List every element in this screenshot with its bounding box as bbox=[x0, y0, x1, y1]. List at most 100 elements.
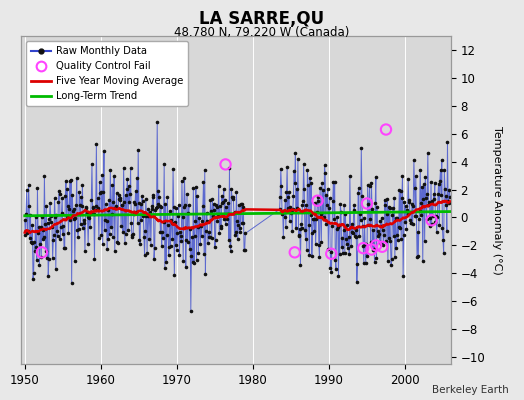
Point bbox=[30, 239, 38, 245]
Point bbox=[335, 222, 343, 228]
Point bbox=[419, 195, 428, 202]
Point bbox=[294, 232, 303, 238]
Point bbox=[364, 201, 373, 208]
Point bbox=[337, 209, 345, 216]
Point bbox=[53, 233, 62, 239]
Point bbox=[59, 231, 67, 238]
Point bbox=[183, 239, 192, 246]
Point bbox=[388, 256, 396, 262]
Point bbox=[276, 194, 285, 200]
Point bbox=[238, 220, 246, 226]
Point bbox=[206, 196, 215, 203]
Point bbox=[318, 180, 326, 187]
Point bbox=[392, 245, 400, 252]
Point bbox=[356, 216, 365, 223]
Point bbox=[293, 205, 301, 211]
Point bbox=[56, 190, 64, 197]
Point bbox=[312, 216, 321, 222]
Point bbox=[413, 254, 421, 260]
Point bbox=[31, 213, 40, 220]
Point bbox=[153, 119, 161, 125]
Point bbox=[114, 240, 122, 246]
Point bbox=[178, 178, 186, 184]
Point bbox=[393, 215, 401, 221]
Point bbox=[284, 194, 292, 200]
Point bbox=[226, 243, 234, 249]
Point bbox=[62, 212, 71, 219]
Y-axis label: Temperature Anomaly (°C): Temperature Anomaly (°C) bbox=[492, 126, 502, 274]
Point bbox=[362, 241, 370, 248]
Point bbox=[160, 161, 168, 167]
Point bbox=[302, 202, 310, 208]
Point bbox=[132, 187, 140, 194]
Point bbox=[29, 270, 38, 276]
Point bbox=[128, 234, 137, 241]
Point bbox=[176, 229, 184, 236]
Point bbox=[136, 241, 144, 248]
Point bbox=[111, 248, 119, 255]
Point bbox=[328, 223, 336, 230]
Point bbox=[171, 242, 180, 248]
Point bbox=[323, 202, 331, 208]
Point bbox=[62, 177, 70, 184]
Point bbox=[320, 162, 329, 169]
Point bbox=[123, 186, 131, 192]
Point bbox=[57, 210, 66, 216]
Point bbox=[142, 213, 150, 219]
Point bbox=[220, 216, 228, 222]
Point bbox=[189, 258, 197, 265]
Point bbox=[356, 211, 364, 218]
Point bbox=[236, 229, 244, 236]
Point bbox=[216, 223, 225, 229]
Point bbox=[205, 234, 213, 240]
Point bbox=[105, 197, 113, 203]
Point bbox=[375, 231, 383, 237]
Point bbox=[101, 217, 110, 223]
Point bbox=[149, 194, 158, 200]
Point bbox=[289, 206, 297, 212]
Point bbox=[79, 225, 88, 231]
Point bbox=[314, 194, 322, 200]
Point bbox=[384, 204, 392, 210]
Point bbox=[56, 236, 64, 242]
Point bbox=[432, 212, 440, 219]
Point bbox=[372, 242, 380, 248]
Point bbox=[29, 276, 37, 282]
Point bbox=[355, 232, 364, 239]
Point bbox=[326, 265, 334, 271]
Point bbox=[388, 212, 397, 218]
Point bbox=[32, 244, 40, 250]
Point bbox=[331, 179, 339, 186]
Point bbox=[50, 195, 59, 202]
Point bbox=[221, 161, 230, 168]
Point bbox=[102, 201, 110, 208]
Point bbox=[137, 217, 146, 223]
Point bbox=[201, 167, 209, 173]
Point bbox=[444, 200, 453, 206]
Point bbox=[403, 207, 411, 213]
Point bbox=[313, 198, 322, 205]
Point bbox=[72, 175, 81, 182]
Point bbox=[277, 166, 285, 172]
Point bbox=[80, 217, 88, 223]
Point bbox=[37, 254, 46, 260]
Point bbox=[119, 228, 127, 235]
Point bbox=[91, 207, 100, 213]
Point bbox=[307, 212, 315, 218]
Point bbox=[316, 185, 324, 192]
Point bbox=[166, 208, 174, 214]
Point bbox=[191, 218, 200, 224]
Point bbox=[57, 224, 65, 230]
Point bbox=[26, 235, 34, 242]
Point bbox=[237, 201, 245, 208]
Point bbox=[332, 225, 341, 232]
Point bbox=[84, 241, 92, 248]
Point bbox=[319, 187, 328, 194]
Point bbox=[333, 214, 342, 220]
Point bbox=[228, 194, 236, 200]
Point bbox=[134, 220, 142, 226]
Point bbox=[72, 202, 80, 208]
Point bbox=[60, 245, 68, 251]
Point bbox=[141, 196, 150, 202]
Point bbox=[365, 222, 373, 228]
